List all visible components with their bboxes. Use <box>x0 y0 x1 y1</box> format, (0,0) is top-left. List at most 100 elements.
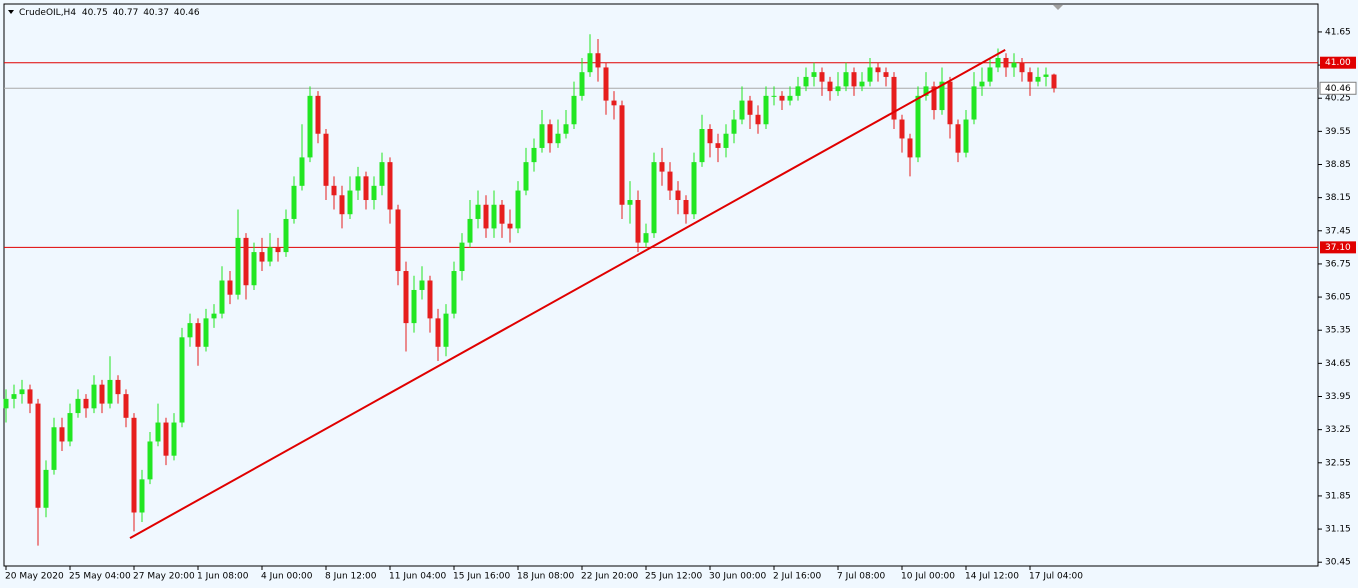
x-tick-label: 1 Jun 08:00 <box>197 572 249 582</box>
candle-body <box>515 190 521 229</box>
candle-body <box>899 119 905 139</box>
y-tick-label: 36.05 <box>1325 293 1351 303</box>
candle-body <box>907 138 913 158</box>
candle-body <box>251 252 257 286</box>
level-label: 37.10 <box>1325 243 1351 253</box>
candle-body <box>1003 57 1009 68</box>
candle-body <box>1051 74 1057 89</box>
y-tick-label: 38.15 <box>1325 193 1351 203</box>
price-label-box <box>1319 81 1357 95</box>
candle-body <box>467 218 473 243</box>
x-tick-label: 27 May 20:00 <box>133 572 195 582</box>
candle-body <box>859 81 865 87</box>
candle-body <box>219 280 225 314</box>
candle-body <box>731 119 737 134</box>
candle-body <box>1019 62 1025 73</box>
candle-body <box>35 403 41 508</box>
candle-body <box>11 394 17 399</box>
candle-body <box>939 81 945 111</box>
candle-body <box>619 105 625 205</box>
last-high: 40.77 <box>113 8 139 18</box>
shift-marker <box>1053 5 1063 10</box>
candle-body <box>747 100 753 115</box>
candle-body <box>403 271 409 324</box>
candle-body <box>291 185 297 219</box>
candle-body <box>875 67 881 73</box>
candle-body <box>851 72 857 87</box>
candle-body <box>459 242 465 272</box>
candle-body <box>771 95 777 97</box>
candle-body <box>571 95 577 125</box>
candle-body <box>275 247 281 253</box>
x-tick-label: 8 Jun 12:00 <box>325 572 377 582</box>
candle-body <box>803 76 809 87</box>
candle-body <box>307 95 313 158</box>
candle-body <box>355 176 361 191</box>
candle-body <box>659 162 665 172</box>
y-tick-label: 39.55 <box>1325 127 1351 137</box>
candle-body <box>499 204 505 224</box>
candle-body <box>163 422 169 456</box>
candle-body <box>811 72 817 77</box>
candle-body <box>371 185 377 201</box>
candle-body <box>387 162 393 210</box>
candle-body <box>43 469 49 508</box>
candle-body <box>923 86 929 96</box>
candle-body <box>131 417 137 513</box>
candle-body <box>635 200 641 243</box>
candle-body <box>91 384 97 409</box>
candle-body <box>283 218 289 253</box>
candle-body <box>75 398 81 414</box>
candle-body <box>723 133 729 148</box>
candle-body <box>123 394 129 418</box>
candle-body <box>699 128 705 163</box>
candle-body <box>443 313 449 347</box>
candle-body <box>1035 76 1041 82</box>
x-tick-label: 17 Jul 04:00 <box>1029 572 1083 582</box>
candle-body <box>411 289 417 324</box>
x-tick-label: 7 Jul 08:00 <box>837 572 886 582</box>
candle-body <box>947 81 953 125</box>
candle-body <box>667 171 673 191</box>
candle-body <box>51 427 57 470</box>
x-tick-label: 18 Jun 08:00 <box>517 572 574 582</box>
x-tick-label: 10 Jul 00:00 <box>901 572 955 582</box>
candle-body <box>795 86 801 96</box>
menu-arrow[interactable] <box>8 10 14 14</box>
candle-body <box>475 204 481 219</box>
symbol: CrudeOIL,H4 <box>19 8 76 18</box>
candle-body <box>139 479 145 513</box>
candle-body <box>763 95 769 125</box>
candle-body <box>3 398 9 409</box>
candle-body <box>171 422 177 456</box>
candle-body <box>435 318 441 347</box>
candle-body <box>363 176 369 201</box>
candle-body <box>1011 62 1017 68</box>
candle-body <box>691 162 697 215</box>
candle-body <box>19 389 25 395</box>
candle-body <box>491 204 497 229</box>
candle-body <box>715 143 721 148</box>
y-tick-label: 35.35 <box>1325 326 1351 336</box>
candle-body <box>427 280 433 319</box>
candle-body <box>787 95 793 101</box>
candle-body <box>67 413 73 442</box>
candle-body <box>867 67 873 82</box>
y-tick-label: 40.25 <box>1325 94 1351 104</box>
candle-body <box>331 185 337 196</box>
x-tick-label: 22 Jun 20:00 <box>581 572 638 582</box>
last-open: 40.75 <box>82 8 108 18</box>
x-tick-label: 25 Jun 12:00 <box>645 572 702 582</box>
candle-body <box>971 86 977 120</box>
candle-body <box>891 76 897 120</box>
level-label: 41.00 <box>1325 58 1351 68</box>
candle-body <box>819 72 825 82</box>
candle-body <box>603 67 609 101</box>
candle-body <box>707 128 713 144</box>
candle-body <box>651 162 657 234</box>
candle-body <box>611 100 617 106</box>
candle-body <box>755 114 761 125</box>
y-tick-label: 31.15 <box>1325 525 1351 535</box>
x-tick-label: 2 Jul 16:00 <box>773 572 822 582</box>
